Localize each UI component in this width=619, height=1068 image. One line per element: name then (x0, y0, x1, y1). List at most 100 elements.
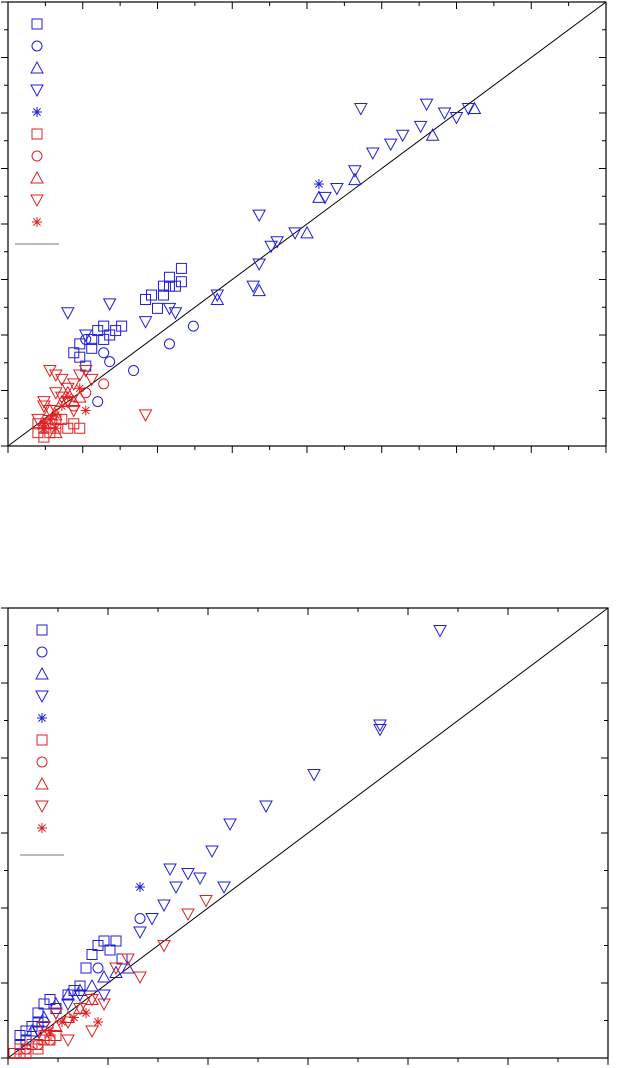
series-9 (38, 383, 91, 434)
data-point (373, 719, 387, 733)
data-point (116, 320, 128, 332)
data-point (37, 1028, 51, 1041)
asterisk-stroke (82, 1009, 90, 1017)
asterisk-stroke (33, 218, 41, 226)
asterisk-stroke (70, 1013, 78, 1022)
data-point (217, 881, 231, 895)
data-point (69, 1012, 79, 1023)
axis-ticks (1, 1, 607, 453)
data-point (49, 1007, 63, 1021)
axis-ticks (1, 607, 609, 1065)
data-point (31, 413, 45, 427)
series-4 (313, 179, 324, 190)
data-point (353, 103, 368, 116)
data-point (97, 998, 111, 1012)
data-point (128, 365, 140, 377)
data-point (48, 387, 63, 400)
data-point (383, 138, 398, 152)
data-point (169, 280, 181, 292)
data-point (93, 1017, 103, 1027)
data-point (318, 191, 332, 205)
data-point (37, 396, 51, 409)
data-point (78, 365, 93, 378)
series-1 (38, 913, 146, 1028)
data-point (49, 1019, 63, 1032)
data-point (92, 396, 104, 408)
data-point (157, 940, 171, 953)
data-point (37, 1010, 51, 1023)
asterisk-stroke (51, 410, 60, 419)
data-point (37, 1021, 51, 1034)
legend-symbol (30, 84, 44, 98)
data-point (66, 404, 81, 418)
diagonal-line (7, 607, 609, 1059)
data-point (98, 378, 110, 390)
chart-top (1, 1, 607, 453)
series-8 (31, 365, 153, 427)
legend (15, 18, 59, 245)
data-point (461, 103, 476, 116)
data-point (62, 392, 73, 403)
data-point (48, 425, 63, 439)
data-point (37, 400, 51, 414)
legend-symbol (31, 128, 43, 140)
data-point (97, 989, 111, 1003)
legend-symbol (35, 666, 49, 680)
data-point (31, 1025, 45, 1039)
data-point (104, 329, 116, 341)
data-point (54, 373, 69, 387)
data-point (50, 423, 61, 434)
data-point (270, 236, 284, 249)
series-9 (45, 1008, 103, 1036)
data-point (98, 320, 110, 332)
data-point (193, 872, 207, 886)
legend-symbol (37, 713, 47, 723)
data-point (61, 1034, 75, 1048)
data-point (86, 342, 98, 354)
data-point (86, 949, 98, 960)
legend-symbol (31, 18, 43, 30)
data-point (121, 960, 135, 974)
legend-symbol (36, 734, 48, 746)
data-point (72, 369, 87, 383)
data-point (313, 179, 324, 190)
data-point (109, 962, 123, 976)
asterisk-stroke (75, 384, 84, 393)
data-point (68, 347, 80, 359)
asterisk-stroke (63, 393, 72, 402)
legend-symbol (35, 800, 49, 814)
data-point (347, 165, 362, 178)
data-point (85, 1025, 99, 1039)
legend-symbol (30, 194, 44, 208)
asterisk-stroke (45, 415, 54, 424)
data-point (32, 427, 44, 439)
data-point (145, 913, 159, 926)
data-point (98, 935, 110, 947)
data-point (187, 320, 199, 332)
legend-symbol (30, 60, 44, 74)
data-point (307, 769, 321, 782)
data-point (259, 800, 273, 814)
data-point (102, 298, 117, 311)
data-point (205, 845, 219, 859)
legend-symbol (32, 217, 42, 227)
legend-symbol (32, 107, 42, 117)
data-point (157, 289, 169, 301)
data-point (138, 409, 153, 422)
data-point (138, 316, 153, 329)
series-0 (68, 262, 187, 372)
data-point (20, 1048, 32, 1059)
data-point (73, 1003, 87, 1016)
data-point (44, 414, 55, 425)
data-point (223, 818, 237, 832)
data-point (61, 987, 75, 1001)
data-point (85, 978, 99, 992)
data-point (80, 360, 92, 372)
data-point (163, 280, 175, 292)
data-point (80, 962, 92, 974)
asterisk-stroke (57, 402, 66, 410)
series-6 (68, 378, 110, 412)
legend-symbol (30, 170, 44, 184)
data-point (81, 1008, 91, 1018)
